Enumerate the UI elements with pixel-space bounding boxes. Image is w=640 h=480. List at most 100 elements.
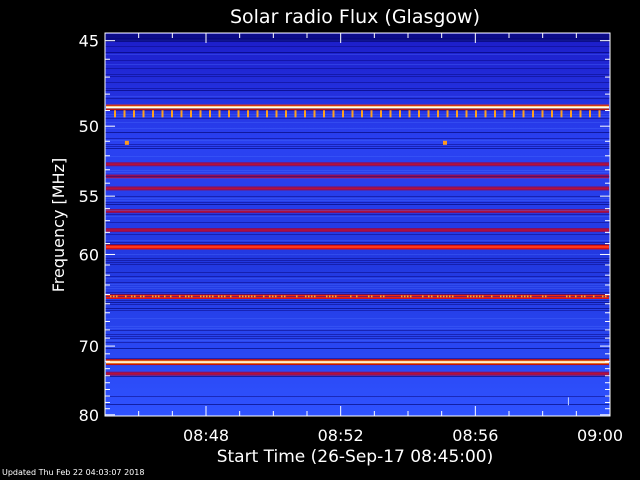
band-speckle (452, 295, 454, 298)
band-speckle (113, 295, 115, 298)
band-speckle (221, 295, 223, 298)
texture-line (105, 338, 610, 339)
texture-line (105, 98, 610, 99)
band-speckle (530, 295, 532, 298)
band-speckle (179, 295, 181, 298)
band-speckle (476, 295, 478, 298)
interference-spike (218, 110, 221, 118)
texture-line (105, 200, 610, 201)
y-axis-label: Frequency [MHz] (49, 158, 68, 292)
band-speckle (443, 295, 445, 298)
texture-line (105, 284, 610, 285)
x-tick-label: 08:48 (183, 426, 229, 445)
texture-line (105, 156, 610, 157)
texture-line (105, 240, 610, 241)
texture-line (105, 244, 610, 245)
band-speckle (584, 295, 586, 298)
band-speckle (155, 295, 157, 298)
texture-line (105, 170, 610, 171)
texture-line (105, 172, 610, 173)
band-speckle (575, 295, 577, 298)
y-tick-label: 70 (79, 337, 99, 356)
texture-line (105, 264, 610, 265)
interference-spike (237, 110, 240, 118)
texture-line (105, 396, 610, 397)
interference-spike (380, 110, 382, 118)
interference-spike (503, 110, 506, 118)
texture-line (105, 328, 610, 329)
interference-spike (199, 110, 202, 118)
band-speckle (542, 295, 544, 298)
texture-line (105, 318, 610, 319)
band-speckle (188, 295, 190, 298)
interference-spike (541, 110, 544, 118)
band-speckle (401, 295, 403, 298)
band-speckle (251, 295, 253, 298)
band-speckle (269, 295, 271, 298)
interference-spike (456, 110, 458, 118)
texture-line (105, 326, 610, 327)
spectrogram-texture (105, 34, 610, 405)
texture-line (105, 108, 610, 109)
band-speckle (209, 295, 211, 298)
band-speckle (296, 295, 298, 298)
y-axis-ticks: 45 50 55 60 70 80 (79, 32, 610, 425)
interference-spike (437, 110, 439, 118)
texture-line (105, 286, 610, 287)
interference-spike (370, 110, 373, 118)
band-speckle (329, 295, 331, 298)
emission-band (106, 104, 609, 111)
texture-line (105, 348, 610, 349)
band-speckle (428, 295, 430, 298)
band-speckle (248, 295, 250, 298)
emission-band (106, 371, 609, 376)
texture-line (105, 302, 610, 303)
x-tick-label: 08:56 (452, 426, 498, 445)
texture-line (105, 140, 610, 141)
texture-line (105, 178, 610, 179)
band-speckle (275, 295, 277, 298)
chart-title: Solar radio Flux (Glasgow) (230, 6, 480, 28)
band-speckle (440, 295, 442, 298)
texture-line (105, 110, 610, 111)
texture-line (105, 276, 610, 277)
texture-line (105, 292, 610, 293)
band-speckle (410, 295, 412, 298)
band-speckle (164, 295, 166, 298)
band-speckle (422, 295, 424, 298)
interference-spike (513, 110, 515, 118)
band-speckle (404, 295, 406, 298)
band-speckle (509, 295, 511, 298)
band-speckle (512, 295, 514, 298)
band-speckle (206, 295, 208, 298)
band-speckle (281, 295, 283, 298)
texture-line (105, 278, 610, 279)
band-speckle (515, 295, 517, 298)
x-tick-label: 08:52 (318, 426, 364, 445)
interference-spike (570, 110, 572, 118)
emission-band (106, 359, 609, 366)
texture-line (105, 254, 610, 255)
texture-line (105, 222, 610, 223)
texture-line (105, 214, 610, 215)
band-speckle (521, 295, 523, 298)
texture-line (105, 336, 610, 337)
band-speckle (110, 295, 112, 298)
texture-line (105, 64, 610, 65)
interference-spike (560, 110, 563, 118)
interference-spike (114, 110, 116, 118)
texture-line (105, 68, 610, 69)
burst-dot (124, 140, 129, 145)
band-speckle (602, 295, 604, 298)
band-speckle (152, 295, 154, 298)
band-speckle (569, 295, 571, 298)
interference-spike (171, 110, 173, 118)
texture-line (105, 90, 610, 91)
texture-line (105, 404, 610, 405)
texture-line (105, 138, 610, 139)
texture-line (105, 308, 610, 309)
band-speckle (581, 295, 583, 298)
plot-area (105, 33, 610, 416)
interference-spike (133, 110, 135, 118)
band-speckle (524, 295, 526, 298)
